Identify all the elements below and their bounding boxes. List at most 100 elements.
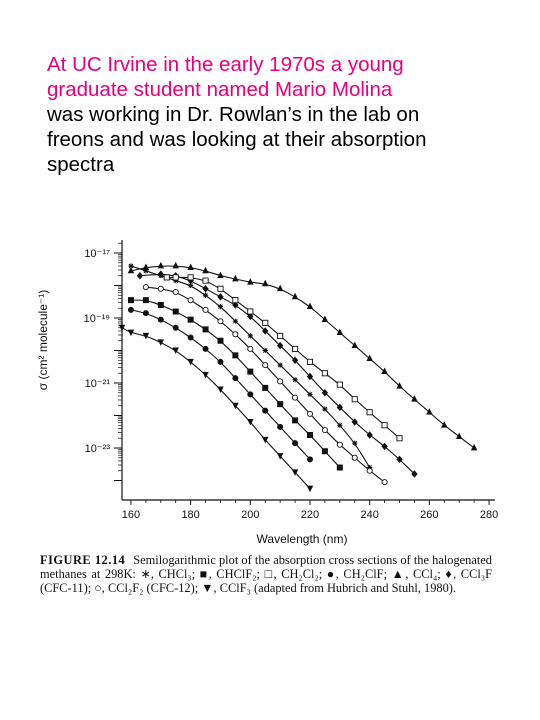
data-point bbox=[351, 396, 358, 403]
data-point bbox=[336, 441, 343, 448]
data-point bbox=[336, 464, 343, 471]
data-point bbox=[247, 368, 254, 375]
chart-ticks: 160 180 200 220 240 260 280 10⁻¹⁷ 10⁻¹⁹ 10⁻²¹ 10⁻²… bbox=[84, 242, 498, 521]
intro-line-5: spectra bbox=[47, 153, 115, 176]
data-point bbox=[172, 274, 179, 281]
data-point bbox=[158, 273, 164, 279]
data-point bbox=[411, 470, 418, 478]
data-point bbox=[277, 332, 284, 339]
series-0 bbox=[127, 261, 478, 451]
data-point bbox=[202, 326, 209, 333]
x-tick-label: 200 bbox=[241, 509, 259, 521]
data-point bbox=[262, 362, 269, 369]
data-point bbox=[217, 285, 224, 292]
data-point bbox=[157, 285, 164, 292]
data-point bbox=[336, 403, 343, 412]
data-point bbox=[262, 327, 269, 335]
data-point bbox=[351, 341, 358, 349]
data-point bbox=[217, 271, 224, 279]
data-point bbox=[232, 331, 239, 338]
data-point bbox=[291, 292, 299, 300]
data-point bbox=[232, 352, 239, 359]
data-point bbox=[292, 345, 299, 352]
data-point bbox=[217, 318, 224, 325]
data-point bbox=[232, 297, 239, 304]
x-tick-label: 260 bbox=[420, 509, 438, 521]
data-point bbox=[306, 431, 313, 438]
data-point bbox=[188, 282, 194, 289]
data-point bbox=[127, 329, 135, 337]
data-point bbox=[337, 422, 343, 428]
data-point bbox=[381, 479, 388, 486]
data-point bbox=[261, 436, 269, 444]
absorption-chart: 160 180 200 220 240 260 280 10⁻¹⁷ 10⁻¹⁹ 10⁻²¹ 10⁻²… bbox=[30, 230, 510, 560]
data-point bbox=[172, 324, 179, 331]
data-point bbox=[366, 431, 373, 439]
data-point bbox=[321, 389, 329, 397]
y-tick-label: 10⁻¹⁷ bbox=[84, 248, 110, 260]
chart-svg: 160 180 200 220 240 260 280 10⁻¹⁷ 10⁻¹⁹ 10⁻²¹ 10⁻²… bbox=[36, 240, 498, 546]
data-point bbox=[441, 421, 448, 428]
data-point bbox=[247, 308, 254, 315]
data-point bbox=[261, 279, 269, 287]
y-tick-label: 10⁻²³ bbox=[85, 443, 111, 455]
data-point bbox=[321, 448, 328, 455]
data-point bbox=[142, 310, 149, 317]
data-point bbox=[187, 358, 194, 366]
data-point bbox=[396, 382, 403, 389]
data-point bbox=[217, 358, 224, 365]
data-point bbox=[142, 297, 149, 304]
data-point bbox=[322, 406, 328, 412]
data-point bbox=[143, 268, 149, 274]
x-tick-label: 280 bbox=[480, 509, 498, 521]
data-point bbox=[411, 395, 418, 402]
data-point bbox=[173, 278, 179, 284]
data-point bbox=[306, 358, 314, 365]
series-2 bbox=[128, 263, 373, 471]
data-point bbox=[381, 367, 388, 375]
data-point bbox=[202, 306, 209, 313]
data-point bbox=[307, 391, 313, 397]
data-point bbox=[202, 277, 209, 284]
series-6 bbox=[127, 306, 313, 463]
series-7 bbox=[118, 324, 314, 493]
data-point bbox=[187, 334, 194, 341]
data-point bbox=[306, 456, 313, 463]
data-point bbox=[277, 423, 284, 430]
data-point bbox=[172, 288, 179, 296]
data-point bbox=[306, 485, 314, 493]
data-point bbox=[367, 464, 373, 471]
data-point bbox=[306, 410, 314, 417]
data-point bbox=[306, 302, 314, 310]
data-point bbox=[157, 302, 164, 309]
x-tick-label: 180 bbox=[181, 509, 199, 521]
data-point bbox=[172, 261, 179, 269]
data-point bbox=[277, 341, 284, 350]
intro-line-2: graduate student named Mario Molina bbox=[47, 78, 393, 101]
data-point bbox=[351, 454, 358, 461]
data-point bbox=[321, 370, 328, 377]
x-tick-label: 160 bbox=[122, 509, 140, 521]
data-point bbox=[277, 362, 283, 368]
x-tick-label: 220 bbox=[301, 509, 319, 521]
data-point bbox=[336, 328, 344, 336]
series-line bbox=[145, 286, 385, 483]
data-point bbox=[277, 401, 284, 408]
series-line bbox=[166, 276, 400, 439]
intro-text: At UC Irvine in the early 1970s a young … bbox=[47, 52, 517, 177]
data-point bbox=[172, 347, 179, 354]
data-point bbox=[292, 377, 298, 383]
intro-line-3: was working in Dr. Rowlan’s in the lab o… bbox=[47, 103, 420, 126]
data-point bbox=[470, 443, 478, 451]
series-1 bbox=[136, 270, 418, 478]
data-point bbox=[247, 418, 254, 426]
data-point bbox=[232, 402, 239, 410]
data-point bbox=[366, 467, 373, 474]
data-point bbox=[247, 333, 253, 339]
data-point bbox=[232, 318, 238, 324]
caption-head: FIGURE 12.14 bbox=[40, 553, 126, 567]
data-point bbox=[247, 312, 254, 321]
data-point bbox=[142, 332, 150, 340]
data-point bbox=[157, 339, 165, 346]
series-line bbox=[130, 265, 475, 449]
